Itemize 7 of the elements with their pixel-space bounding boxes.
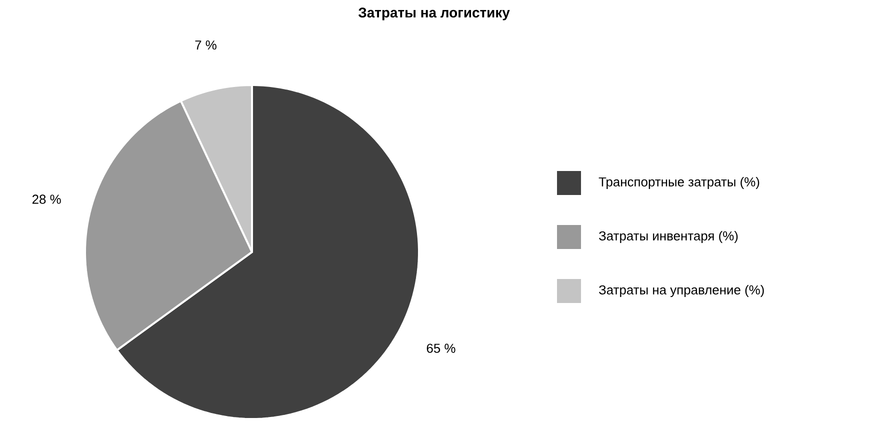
data-label: 65 % (426, 344, 456, 353)
legend-label: Транспортные затраты (%) (598, 176, 760, 190)
legend-label: Затраты на управление (%) (598, 284, 764, 298)
legend-label: Затраты инвентаря (%) (598, 230, 738, 244)
chart-title: Затраты на логистику (358, 8, 510, 20)
data-label: 28 % (32, 194, 61, 204)
data-label: 7 % (195, 40, 216, 50)
